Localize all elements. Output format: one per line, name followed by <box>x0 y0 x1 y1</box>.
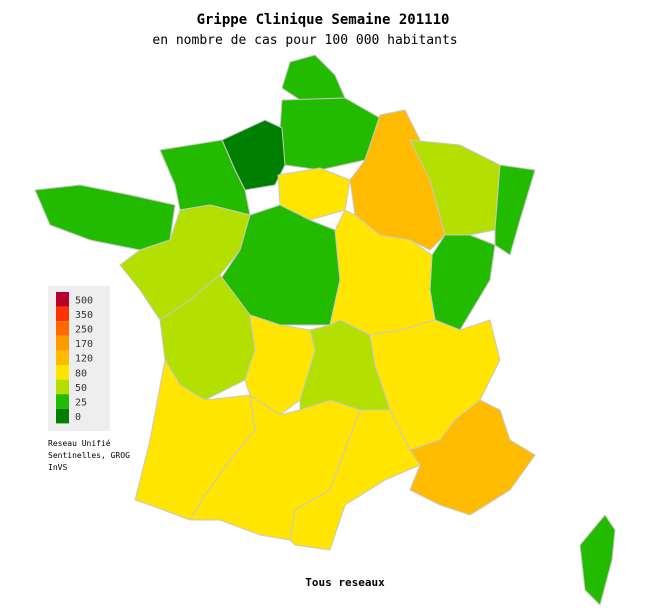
region <box>244 314 316 416</box>
legend-label: 250 <box>75 325 93 336</box>
legend-swatch <box>56 350 69 365</box>
legend-label: 350 <box>75 310 93 321</box>
legend-swatch <box>56 365 69 380</box>
region <box>409 399 536 516</box>
france-map <box>34 54 616 606</box>
region <box>579 514 616 606</box>
region <box>281 54 346 101</box>
region <box>409 139 501 236</box>
source-line: Sentinelles, GROG <box>48 451 130 460</box>
legend-swatch <box>56 321 69 336</box>
legend-label: 500 <box>75 295 93 306</box>
legend-swatch <box>56 306 69 322</box>
region <box>429 234 496 331</box>
legend-label: 25 <box>75 398 87 409</box>
legend-label: 120 <box>75 354 93 365</box>
legend-label: 80 <box>75 368 87 379</box>
footer: Tous reseaux <box>305 576 385 589</box>
legend-swatch <box>56 335 69 351</box>
region <box>494 164 536 256</box>
source-line: InVS <box>48 463 67 472</box>
legend-swatch <box>56 394 69 409</box>
subtitle: en nombre de cas pour 100 000 habitants <box>152 33 457 48</box>
title: Grippe Clinique Semaine 201110 <box>197 12 450 28</box>
legend-swatch <box>56 379 69 395</box>
legend-label: 0 <box>75 412 81 423</box>
legend-label: 170 <box>75 339 93 350</box>
legend-label: 50 <box>75 383 87 394</box>
source-line: Reseau Unifié <box>48 438 111 448</box>
legend-swatch <box>56 292 69 307</box>
legend-swatch <box>56 408 69 424</box>
region <box>34 184 176 251</box>
